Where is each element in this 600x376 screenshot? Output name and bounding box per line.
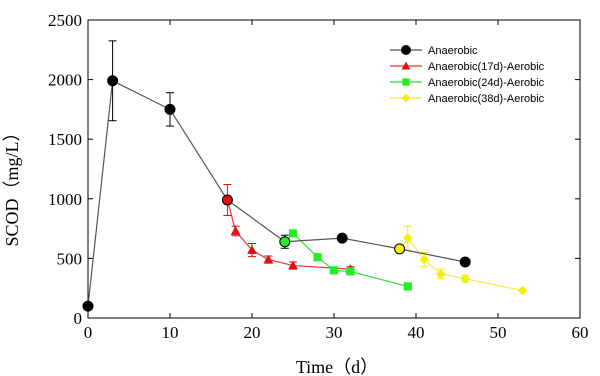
x-tick-label: 10	[162, 323, 179, 342]
series-0	[82, 40, 471, 312]
data-point	[346, 267, 355, 276]
x-tick-label: 20	[244, 323, 261, 342]
y-axis-title: SCOD（mg/L）	[2, 123, 22, 246]
x-axis-title: Time（d）	[296, 357, 378, 376]
y-tick-label: 0	[74, 309, 83, 328]
legend: Anaerobic Anaerobic(17d)-Aerobic Anaerobic…	[390, 45, 545, 105]
y-tick-label: 1000	[48, 190, 82, 209]
data-point	[403, 282, 412, 291]
x-tick-label: 60	[572, 323, 589, 342]
data-point	[82, 300, 94, 312]
x-tick-label: 50	[490, 323, 507, 342]
data-point	[164, 103, 176, 115]
series-3	[399, 225, 528, 296]
data-point	[517, 285, 528, 296]
series-line	[87, 79, 466, 307]
data-point	[230, 225, 241, 235]
y-tick-label: 2500	[48, 11, 82, 30]
x-tick-label: 40	[408, 323, 425, 342]
data-point	[263, 254, 274, 264]
legend-entry: Anaerobic(38d)-Aerobic	[390, 93, 545, 105]
data-point	[394, 243, 406, 255]
data-point	[435, 269, 446, 279]
legend-label: Anaerobic(38d)-Aerobic	[428, 93, 545, 105]
data-point	[460, 273, 471, 284]
legend-label: Anaerobic(24d)-Aerobic	[428, 77, 545, 89]
data-point	[419, 254, 430, 265]
y-tick-label: 2000	[48, 71, 82, 90]
y-tick-label: 500	[57, 249, 83, 268]
data-point	[336, 232, 348, 244]
x-tick-label: 30	[326, 323, 343, 342]
legend-marker	[402, 78, 410, 86]
data-point	[329, 266, 339, 275]
legend-label: Anaerobic(17d)-Aerobic	[428, 61, 545, 73]
legend-marker	[401, 61, 411, 70]
data-point	[313, 253, 322, 262]
data-point	[288, 229, 298, 238]
data-point	[247, 245, 257, 254]
data-point	[221, 194, 233, 206]
x-tick-label: 0	[84, 323, 93, 342]
data-point	[279, 236, 291, 248]
data-point	[459, 256, 471, 268]
legend-marker	[401, 45, 411, 55]
legend-label: Anaerobic	[428, 45, 478, 57]
legend-entry: Anaerobic	[390, 45, 478, 57]
data-point	[107, 75, 119, 87]
y-tick-label: 1500	[48, 130, 82, 149]
legend-entry: Anaerobic(24d)-Aerobic	[390, 77, 545, 89]
series-layer	[82, 40, 528, 312]
series-1	[223, 183, 356, 273]
series-2	[284, 229, 412, 291]
legend-entry: Anaerobic(17d)-Aerobic	[390, 61, 545, 73]
data-point	[288, 260, 298, 270]
legend-marker	[401, 93, 411, 103]
data-point	[402, 233, 413, 243]
axis-ticks: 0 10 20 30 40 50 60 0 500 1000 1500 2000 2500	[48, 11, 589, 342]
series-line	[226, 199, 351, 270]
